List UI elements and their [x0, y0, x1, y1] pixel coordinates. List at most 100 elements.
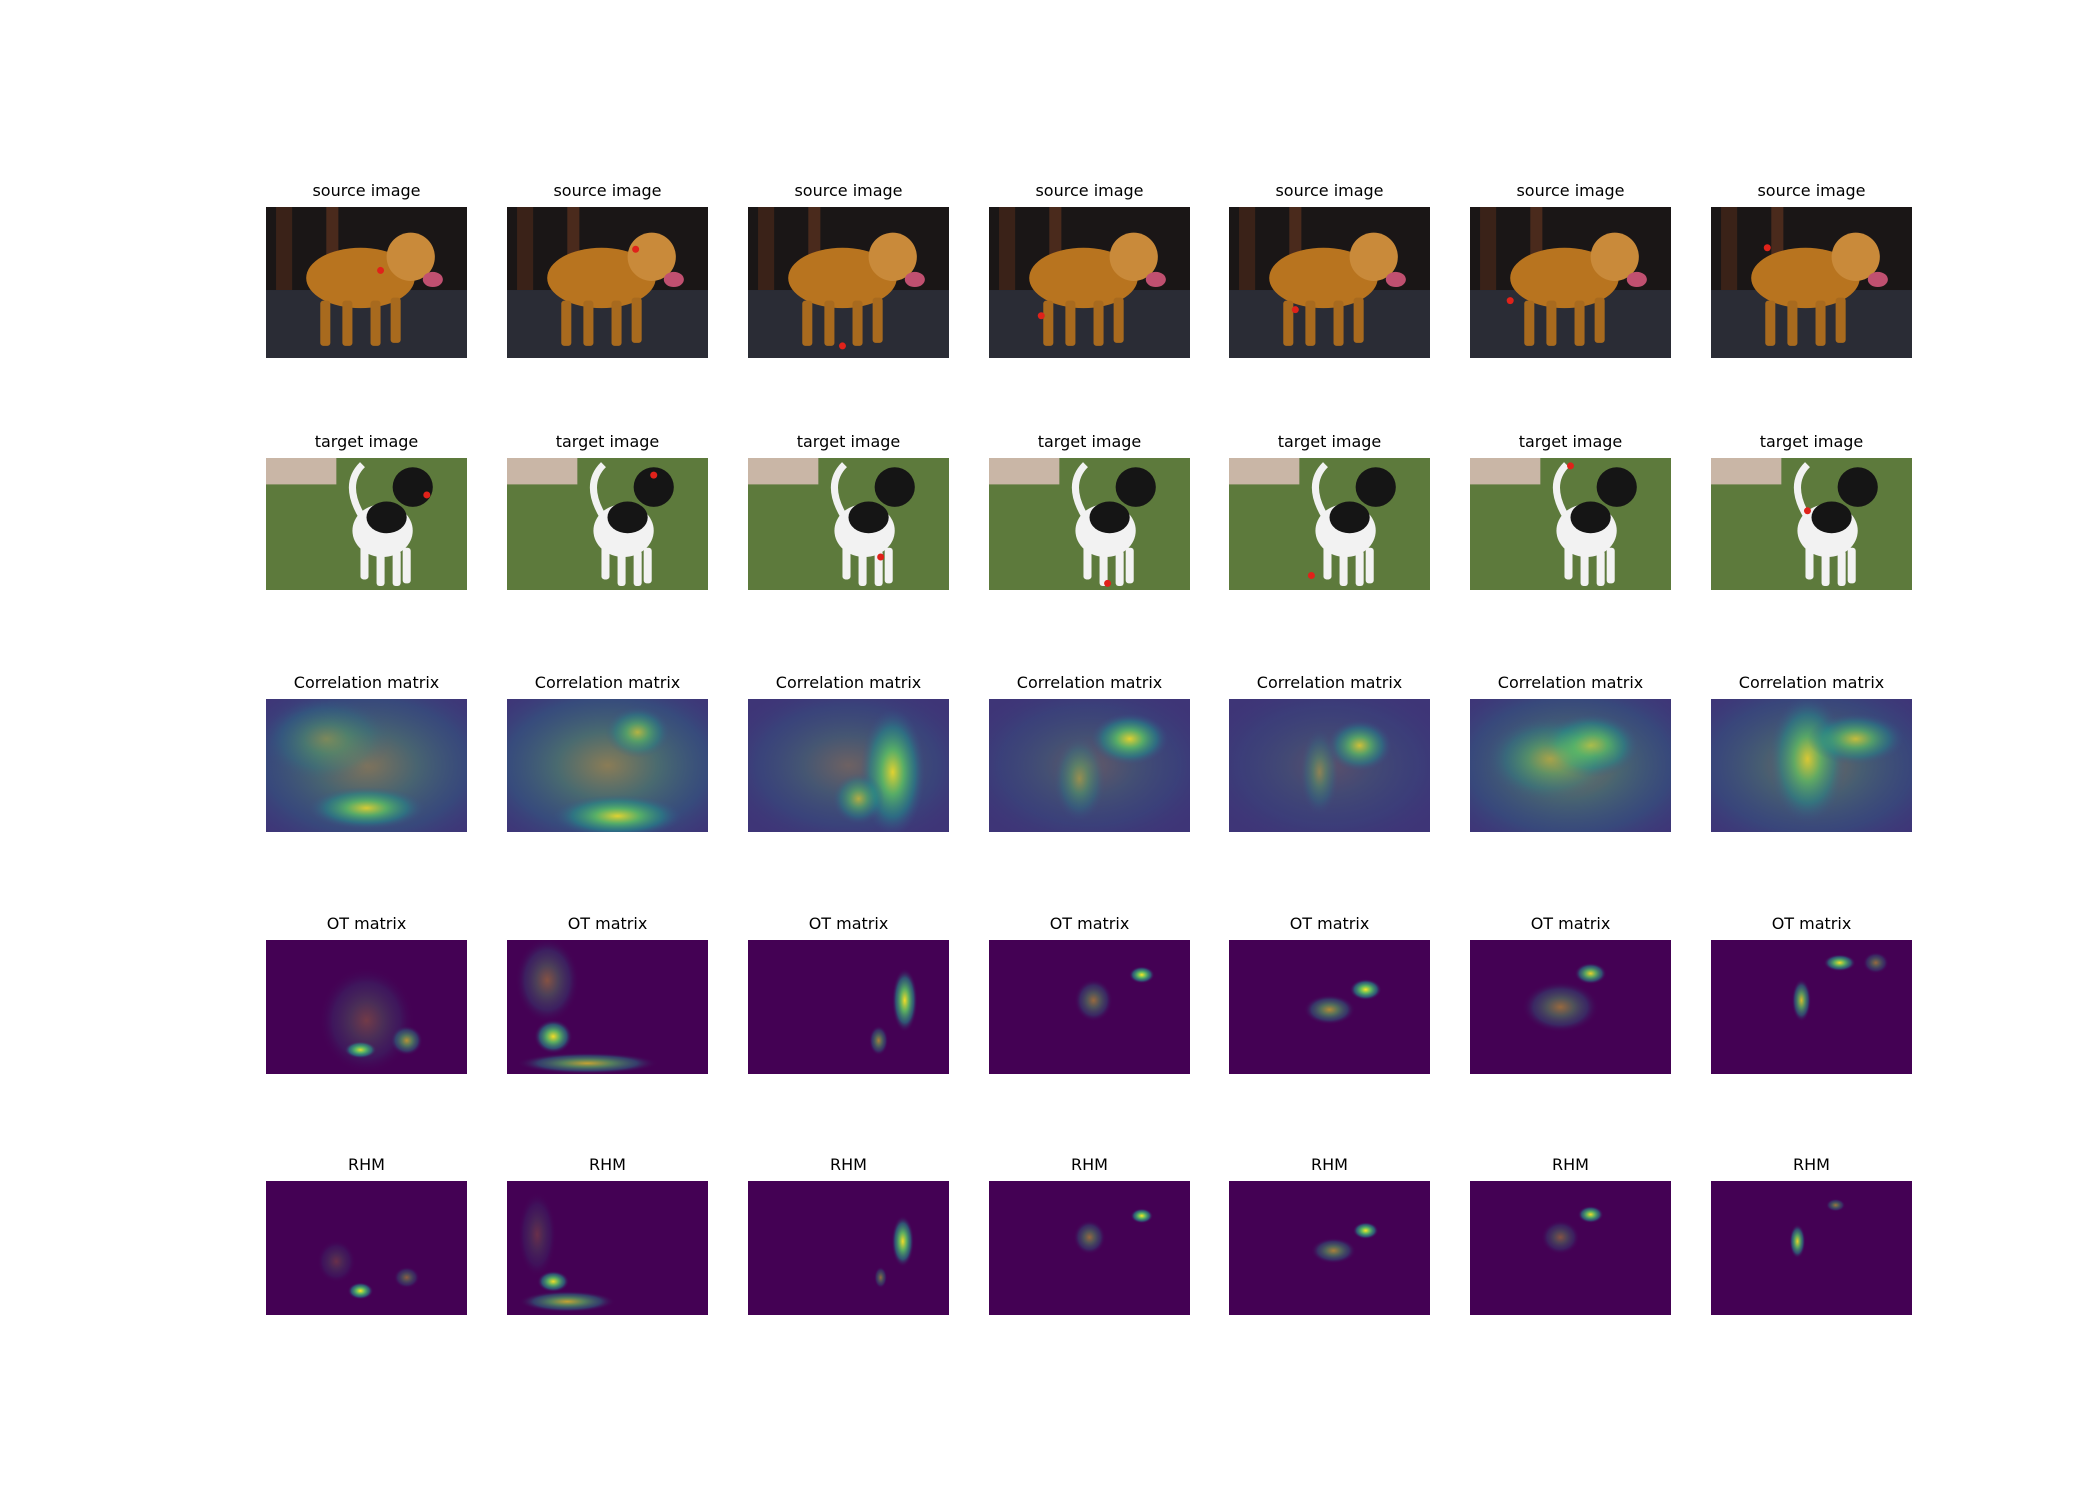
panel-title: target image [796, 432, 901, 451]
heatmap-panel: OT matrix [989, 914, 1190, 1074]
heat-hotspot [519, 1290, 616, 1313]
panel-title: OT matrix [1771, 914, 1852, 933]
panel-title: target image [1277, 432, 1382, 451]
heatmap-panel: OT matrix [507, 914, 708, 1074]
heat-hotspot [891, 968, 918, 1033]
heatmap-panel: OT matrix [1470, 914, 1671, 1074]
heat-hotspot [1486, 716, 1615, 802]
heat-hotspot [874, 1266, 888, 1289]
keypoint-marker [650, 471, 658, 479]
heat-hotspot [1825, 1198, 1846, 1212]
dog-body [547, 232, 684, 346]
heat-hotspot [1074, 978, 1113, 1022]
target-panel: target image [266, 432, 467, 590]
heat-hotspot [1521, 981, 1600, 1033]
heat-hotspot [266, 699, 391, 782]
heat-hotspot [1130, 1208, 1154, 1224]
heatmap-image [266, 940, 467, 1074]
heatmap-panel: RHM [1470, 1155, 1671, 1315]
panel-title: source image [794, 181, 903, 200]
heat-hotspot [1300, 729, 1339, 815]
source-image [1470, 207, 1671, 358]
source-panel: source image [507, 181, 708, 358]
dog-body [1269, 232, 1406, 346]
target-panel: target image [1470, 432, 1671, 590]
heat-hotspot [533, 1019, 573, 1054]
heat-hotspot [1574, 962, 1607, 985]
heat-hotspot [1577, 1205, 1604, 1224]
heat-hotspot [1789, 1224, 1806, 1259]
heat-hotspot [516, 1052, 659, 1074]
heatmap-panel: RHM [989, 1155, 1190, 1315]
panel-title: source image [1035, 181, 1144, 200]
heatmap-image [1711, 699, 1912, 832]
heatmap-panel: RHM [507, 1155, 708, 1315]
panel-title: RHM [1071, 1155, 1108, 1174]
heat-hotspot [891, 1215, 915, 1268]
source-image [748, 207, 949, 358]
heatmap-image [1470, 699, 1671, 832]
heat-hotspot [1823, 954, 1856, 972]
panel-title: Correlation matrix [775, 673, 922, 692]
panel-title: RHM [589, 1155, 626, 1174]
heatmap-panel: OT matrix [748, 914, 949, 1074]
heatmap-panel: RHM [748, 1155, 949, 1315]
panel-title: target image [555, 432, 660, 451]
heatmap-image [989, 940, 1190, 1074]
target-panel: target image [1711, 432, 1912, 590]
heat-hotspot [1128, 966, 1155, 984]
panel-title: Correlation matrix [1016, 673, 1163, 692]
panel-title: source image [1757, 181, 1866, 200]
keypoint-marker [1763, 244, 1771, 252]
heat-hotspot [1352, 1222, 1379, 1240]
heat-hotspot [515, 940, 580, 1024]
heat-hotspot [318, 966, 415, 1074]
heatmap-image [748, 940, 949, 1074]
heatmap-panel: Correlation matrix [1470, 673, 1671, 832]
heatmap-image [1229, 1181, 1430, 1315]
heatmap-image [507, 1181, 708, 1315]
panel-title: OT matrix [808, 914, 889, 933]
heatmap-panel: Correlation matrix [748, 673, 949, 832]
keypoint-marker [1567, 462, 1574, 470]
heat-hotspot [1541, 1220, 1580, 1255]
heatmap-image [266, 699, 467, 832]
source-panel: source image [989, 181, 1190, 358]
heatmap-image [748, 699, 949, 832]
heatmap-image [989, 1181, 1190, 1315]
heatmap-panel: RHM [266, 1155, 467, 1315]
source-image [1711, 207, 1912, 358]
dog-body [348, 462, 433, 587]
keypoint-marker [1037, 312, 1045, 320]
heatmap-image [507, 940, 708, 1074]
panel-title: target image [1759, 432, 1864, 451]
keypoint-marker [632, 245, 640, 253]
panel-title: OT matrix [567, 914, 648, 933]
keypoint-marker [1506, 297, 1514, 305]
heat-hotspot [1311, 1237, 1357, 1264]
heatmap-image [266, 1181, 467, 1315]
heatmap-image [1229, 699, 1430, 832]
target-image [1470, 458, 1671, 590]
dog-body [1311, 462, 1396, 587]
heat-hotspot [1327, 720, 1392, 772]
dog-body [1510, 232, 1647, 346]
panel-title: RHM [1552, 1155, 1589, 1174]
heatmap-image [1470, 940, 1671, 1074]
panel-title: source image [553, 181, 662, 200]
dog-body [306, 232, 443, 346]
heatmap-panel: Correlation matrix [507, 673, 708, 832]
heatmap-image [1711, 940, 1912, 1074]
panel-title: OT matrix [326, 914, 407, 933]
heat-hotspot [832, 773, 885, 825]
source-panel: source image [1711, 181, 1912, 358]
heatmap-image [989, 699, 1190, 832]
keypoint-marker [838, 342, 846, 350]
panel-title: OT matrix [1049, 914, 1130, 933]
heatmap-panel: RHM [1711, 1155, 1912, 1315]
heatmap-panel: Correlation matrix [266, 673, 467, 832]
heatmap-panel: Correlation matrix [1711, 673, 1912, 832]
target-panel: target image [507, 432, 708, 590]
panel-title: RHM [1311, 1155, 1348, 1174]
panel-title: target image [1037, 432, 1142, 451]
